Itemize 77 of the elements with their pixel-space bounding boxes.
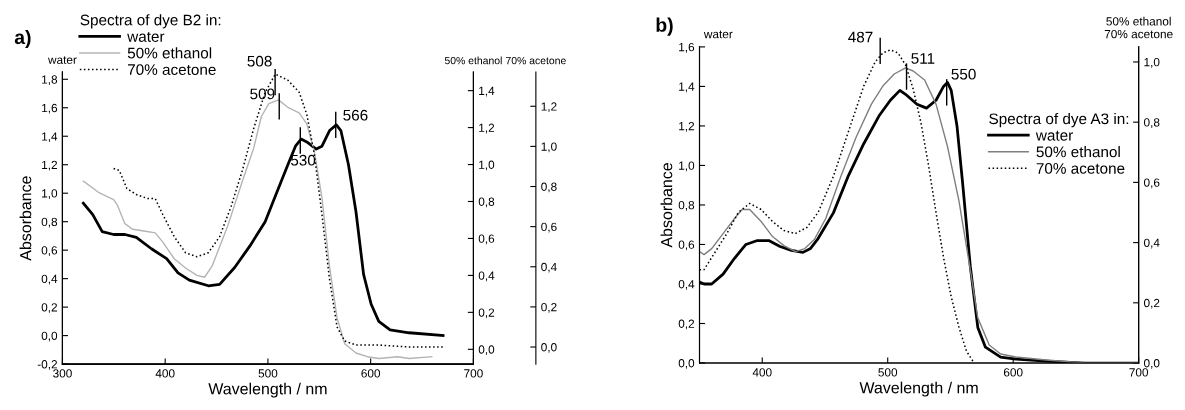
y2-tick-label: 0,0: [478, 345, 495, 356]
y-tick-label: 1,0: [679, 161, 695, 172]
y-tick-label: 1,2: [679, 121, 695, 132]
legend-label: 50% ethanol: [127, 47, 212, 59]
y2-tick-label: 0,0: [1143, 359, 1160, 369]
legend-label: water: [1035, 130, 1073, 141]
y2-tick-label: 1,4: [479, 86, 495, 97]
annotation: 566: [343, 109, 368, 121]
y-tick-label: 0,4: [678, 280, 695, 290]
line-series: [82, 99, 433, 360]
legend-label: 70% acetone: [127, 64, 216, 76]
y-tick-label: 0,8: [41, 217, 58, 228]
legend-label: water: [127, 31, 165, 42]
y3-tick-label: 1,2: [541, 102, 557, 113]
y2-tick-label: 0,6: [478, 234, 495, 245]
y2-axis-title: 50% ethanol: [444, 56, 502, 65]
y-tick-label: 1,2: [42, 160, 57, 171]
annotation: 511: [911, 53, 935, 64]
y2-tick-label: 0,4: [1143, 238, 1160, 249]
y-tick-label: 1,4: [679, 82, 695, 93]
x-tick-label: 700: [1129, 368, 1149, 377]
y-tick-label: 0,0: [678, 359, 695, 369]
y2-tick-label: 0,8: [478, 197, 495, 208]
x-tick-label: 700: [464, 369, 483, 378]
chart-title: a): [14, 29, 31, 49]
annotation: 509: [250, 88, 275, 100]
text: water: [703, 30, 733, 39]
y2-axis-title: 50% ethanol 70% acetone: [1104, 16, 1173, 39]
y-tick-label: 0,6: [678, 240, 695, 251]
x-tick-label: 600: [361, 369, 381, 378]
y-tick-label: 1,4: [42, 132, 58, 143]
y-axis-title: Absorbance: [660, 163, 673, 248]
text: water: [48, 56, 77, 64]
x-tick-label: 500: [878, 368, 898, 377]
annotation: 487: [848, 31, 873, 43]
y-tick-label: 0,8: [678, 200, 695, 211]
y-tick-label: 0,2: [41, 303, 57, 313]
y-tick-label: 0,6: [41, 246, 58, 256]
y2-tick-label: 0,6: [1143, 178, 1160, 189]
legend-label: 50% ethanol: [1036, 146, 1120, 158]
chart-title: b): [656, 17, 673, 36]
x-tick-label: 300: [53, 369, 72, 378]
x-tick-label: 500: [258, 369, 278, 378]
y-tick-label: 1,6: [679, 42, 695, 53]
y-tick-label: 0,2: [678, 319, 695, 330]
x-tick-label: 600: [1003, 368, 1023, 377]
y-tick-label: 1,6: [42, 103, 58, 114]
y2-tick-label: 1,0: [479, 160, 495, 171]
x-tick-label: 400: [752, 368, 772, 377]
y2-tick-label: 1,0: [1144, 57, 1160, 68]
y3-tick-label: 0,0: [541, 343, 557, 353]
y2-tick-label: 0,4: [478, 271, 495, 282]
annotation: 550: [951, 68, 976, 80]
y3-axis-title: 70% acetone: [506, 56, 566, 65]
y2-tick-label: 0,2: [1143, 298, 1160, 309]
y-tick-label: -0,2: [37, 360, 57, 370]
y-tick-label: 1,8: [42, 75, 58, 86]
y3-tick-label: 0,8: [541, 182, 557, 193]
y2-tick-label: 0,8: [1143, 118, 1160, 128]
y-tick-label: 0,4: [41, 274, 58, 285]
y2-tick-label: 0,2: [478, 308, 495, 319]
y3-tick-label: 0,6: [541, 222, 557, 233]
y-axis-title: Absorbance: [19, 176, 32, 261]
y3-tick-label: 0,4: [541, 262, 557, 273]
x-tick-label: 400: [155, 369, 175, 378]
y-tick-label: 0,0: [41, 331, 58, 342]
y3-tick-label: 0,2: [541, 302, 557, 313]
y3-tick-label: 1,0: [541, 142, 557, 153]
legend-title: Spectra of dye A3 in:: [989, 112, 1129, 128]
x-axis-title: Wavelength / nm: [859, 381, 978, 397]
y-tick-label: 1,0: [42, 189, 58, 199]
y2-tick-label: 1,2: [479, 123, 495, 134]
annotation: 530: [290, 154, 316, 166]
legend-label: 70% acetone: [1036, 162, 1125, 174]
x-axis-title: Wavelength / nm: [208, 382, 327, 398]
annotation: 508: [247, 55, 272, 67]
legend-title: Spectra of dye B2 in:: [80, 14, 221, 29]
